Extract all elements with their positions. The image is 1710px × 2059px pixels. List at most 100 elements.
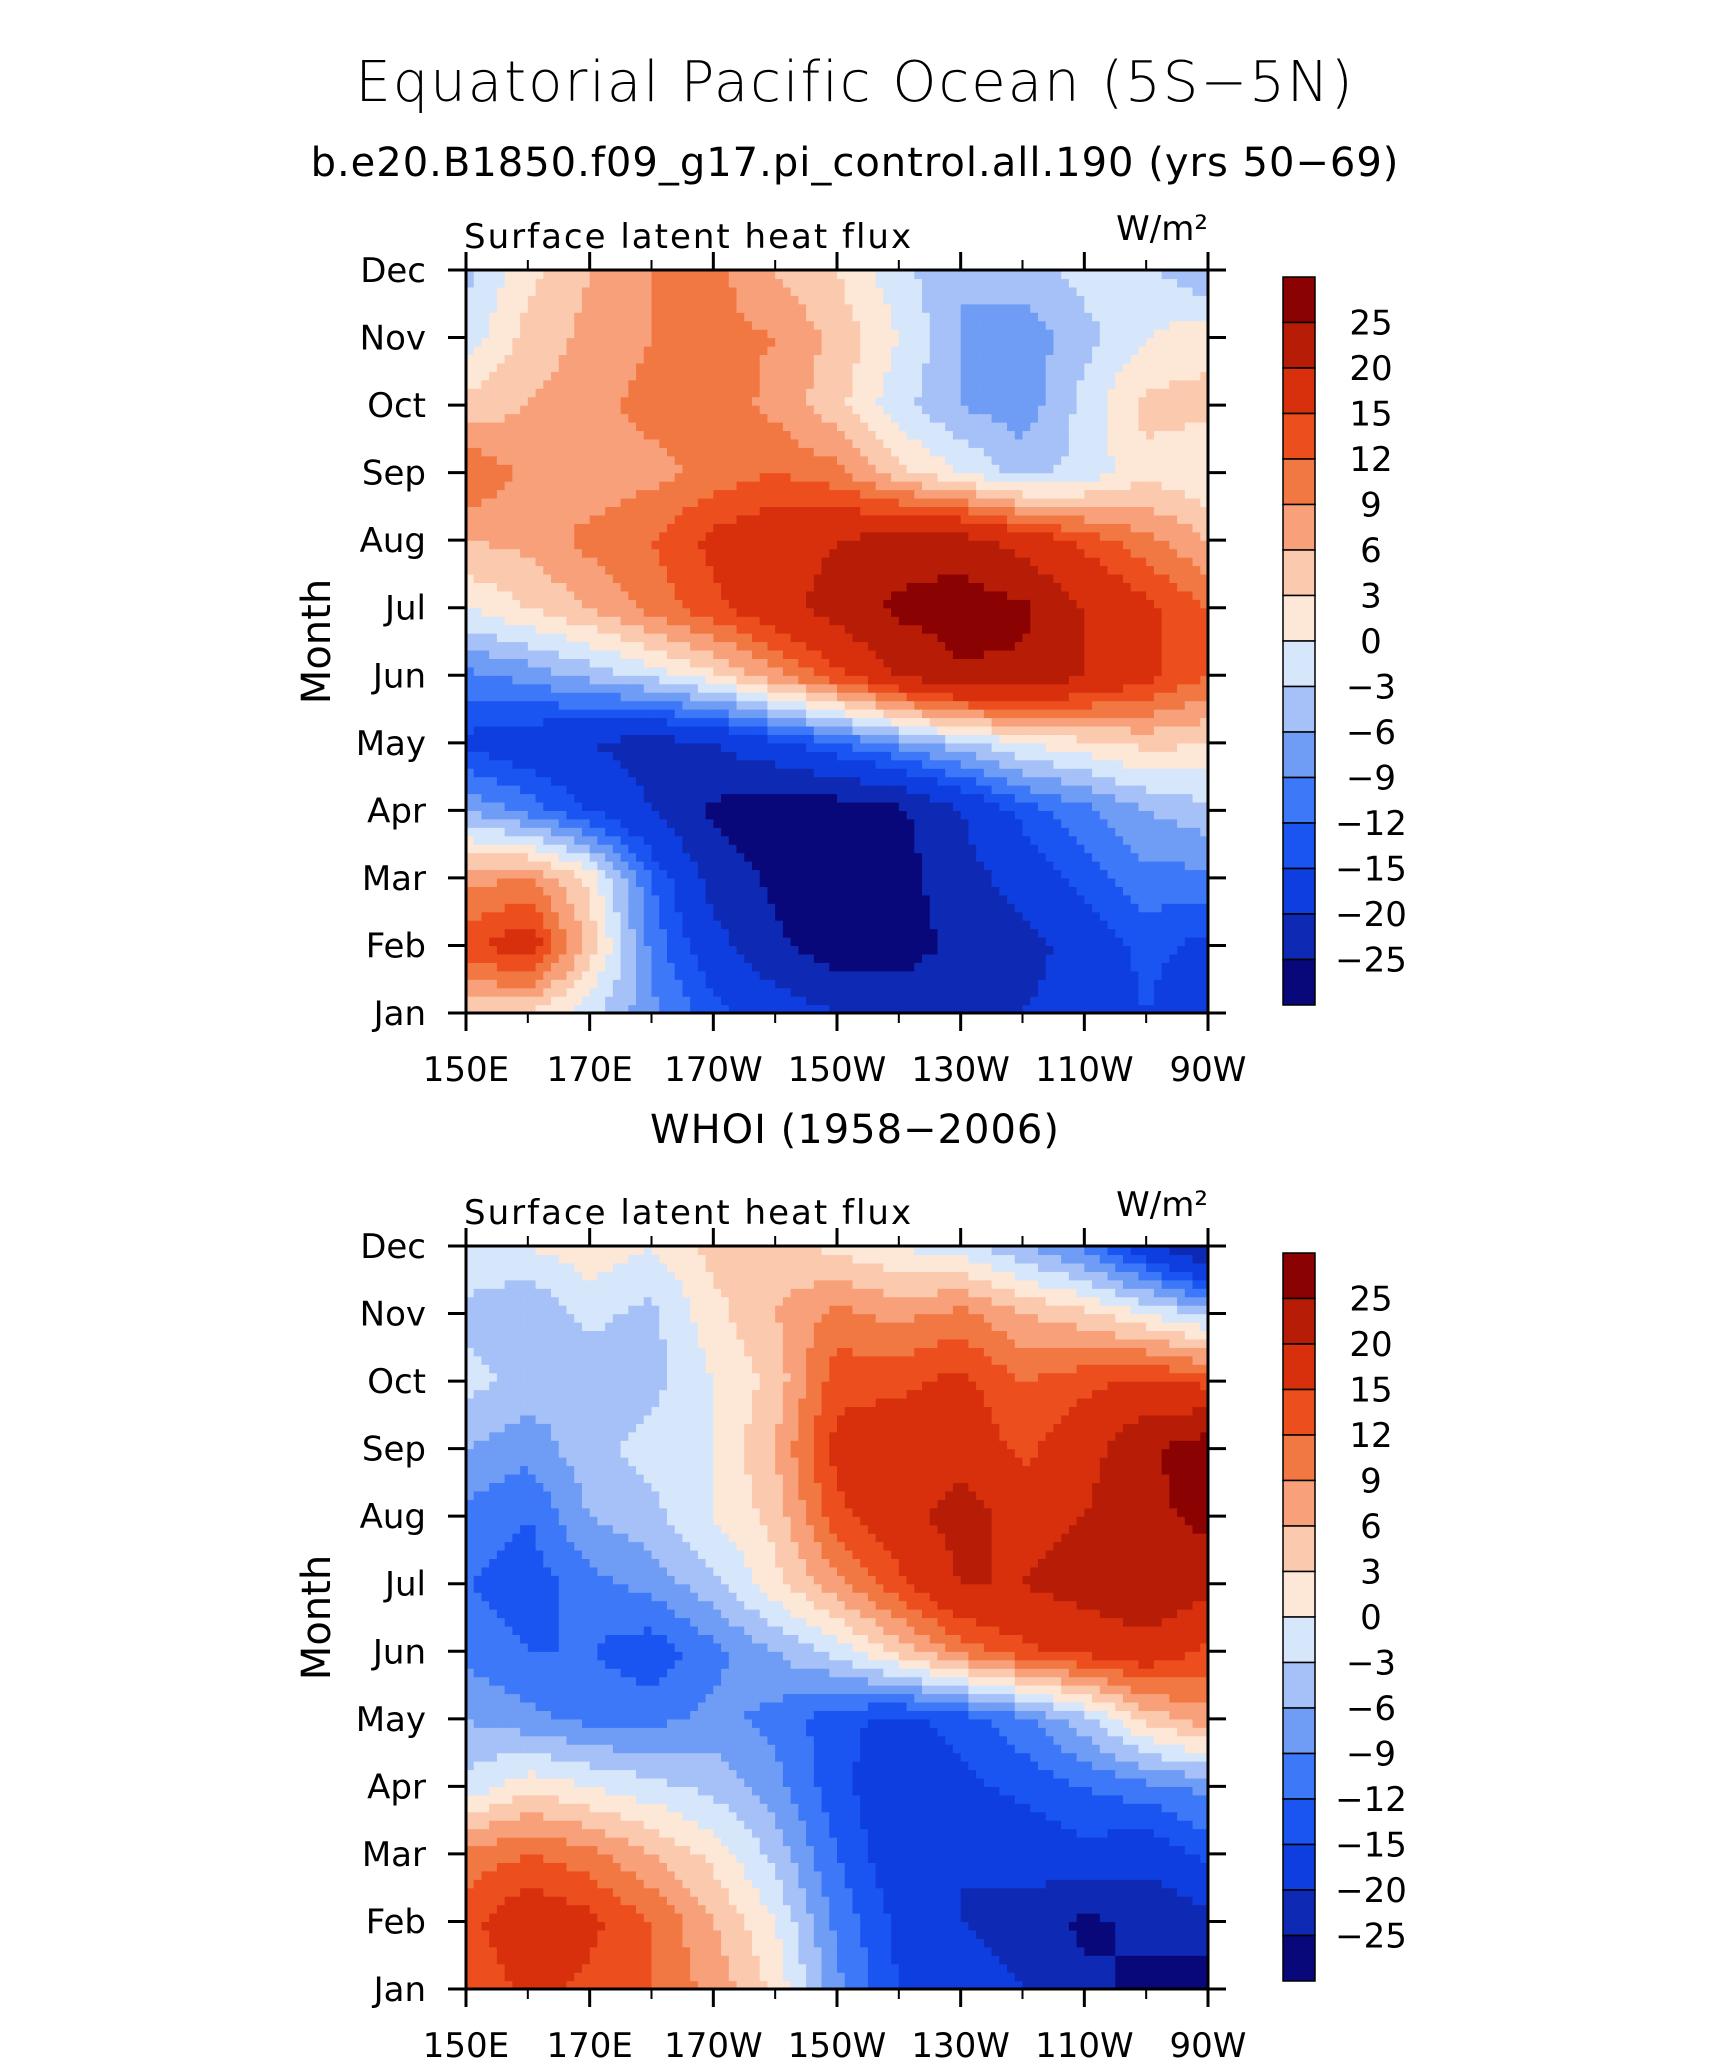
heatmap-cell [1022,717,1031,727]
heatmap-cell [1107,996,1116,1006]
heatmap-cell [945,877,954,887]
heatmap-cell [883,920,892,930]
heatmap-cell [1053,633,1062,643]
heatmap-cell [581,759,591,769]
heatmap-cell [589,700,598,710]
heatmap-cell [1068,734,1078,744]
heatmap-cell [883,818,892,828]
heatmap-cell [1138,734,1147,744]
heatmap-cell [1022,607,1031,617]
heatmap-cell [790,937,799,947]
heatmap-cell [489,599,498,609]
heatmap-cell [527,903,537,913]
heatmap-cell [543,962,552,972]
heatmap-cell [821,953,830,963]
heatmap-cell [837,616,846,626]
heatmap-cell [852,928,861,938]
heatmap-cell [628,835,637,845]
heatmap-cell [751,962,761,972]
heatmap-cell [999,573,1008,583]
heatmap-cell [1030,641,1039,651]
heatmap-cell [466,666,475,676]
heatmap-cell [1115,692,1124,702]
heatmap-cell [543,785,552,795]
heatmap-cell [976,869,985,879]
heatmap-cell [813,987,823,997]
heatmap-cell [1022,725,1031,735]
heatmap-cell [705,920,714,930]
heatmap-cell [945,894,954,904]
heatmap-cell [527,869,537,879]
heatmap-cell [1037,607,1047,617]
heatmap-cell [705,962,714,972]
heatmap-cell [1122,759,1132,769]
heatmap-cell [527,979,537,989]
heatmap-cell [473,759,483,769]
heatmap-cell [1130,666,1140,676]
heatmap-cell [721,700,730,710]
heatmap-cell [551,776,560,786]
heatmap-cell [875,785,884,795]
heatmap-cell [1076,987,1085,997]
heatmap-cell [891,675,900,685]
heatmap-cell [844,1004,854,1014]
heatmap-cell [1045,607,1055,617]
heatmap-cell [1146,894,1155,904]
heatmap-cell [1146,742,1155,752]
heatmap-cell [659,894,668,904]
heatmap-cell [1184,903,1194,913]
heatmap-cell [612,734,622,744]
heatmap-cell [535,700,544,710]
heatmap-cell [782,582,792,592]
heatmap-cell [744,996,753,1006]
heatmap-cell [574,700,583,710]
heatmap-cell [543,886,552,896]
heatmap-cell [705,742,714,752]
heatmap-cell [952,624,962,634]
heatmap-cell [976,666,985,676]
heatmap-cell [713,649,722,659]
heatmap-cell [1177,582,1186,592]
heatmap-cell [504,709,513,719]
heatmap-cell [651,599,660,609]
heatmap-cell [690,607,699,617]
heatmap-cell [1037,818,1047,828]
heatmap-cell [674,861,684,871]
heatmap-cell [581,894,591,904]
heatmap-cell [1169,928,1178,938]
heatmap-cell [504,725,513,735]
heatmap-cell [1007,818,1016,828]
heatmap-cell [1014,590,1024,600]
heatmap-cell [999,945,1008,955]
heatmap-cell [883,675,892,685]
heatmap-cell [914,785,923,795]
heatmap-cell [976,734,985,744]
heatmap-cell [520,920,529,930]
heatmap-cell [1084,607,1093,617]
heatmap-cell [1045,734,1055,744]
heatmap-cell [929,599,939,609]
heatmap-cell [860,725,869,735]
heatmap-cell [837,776,846,786]
heatmap-cell [875,996,884,1006]
heatmap-cell [651,801,660,811]
heatmap-cell [736,793,745,803]
heatmap-cell [852,599,861,609]
heatmap-cell [775,649,784,659]
heatmap-cell [1007,683,1016,693]
heatmap-cell [1022,835,1031,845]
heatmap-cell [860,945,869,955]
heatmap-cell [651,768,660,778]
heatmap-cell [736,835,745,845]
heatmap-cell [1107,793,1116,803]
heatmap-cell [937,1004,946,1014]
heatmap-cell [690,700,699,710]
heatmap-cell [898,742,908,752]
heatmap-cell [628,717,637,727]
heatmap-cell [527,658,537,668]
heatmap-cell [682,633,691,643]
heatmap-cell [1130,649,1140,659]
heatmap-cell [612,861,622,871]
heatmap-cell [922,700,931,710]
heatmap-cell [1130,590,1140,600]
